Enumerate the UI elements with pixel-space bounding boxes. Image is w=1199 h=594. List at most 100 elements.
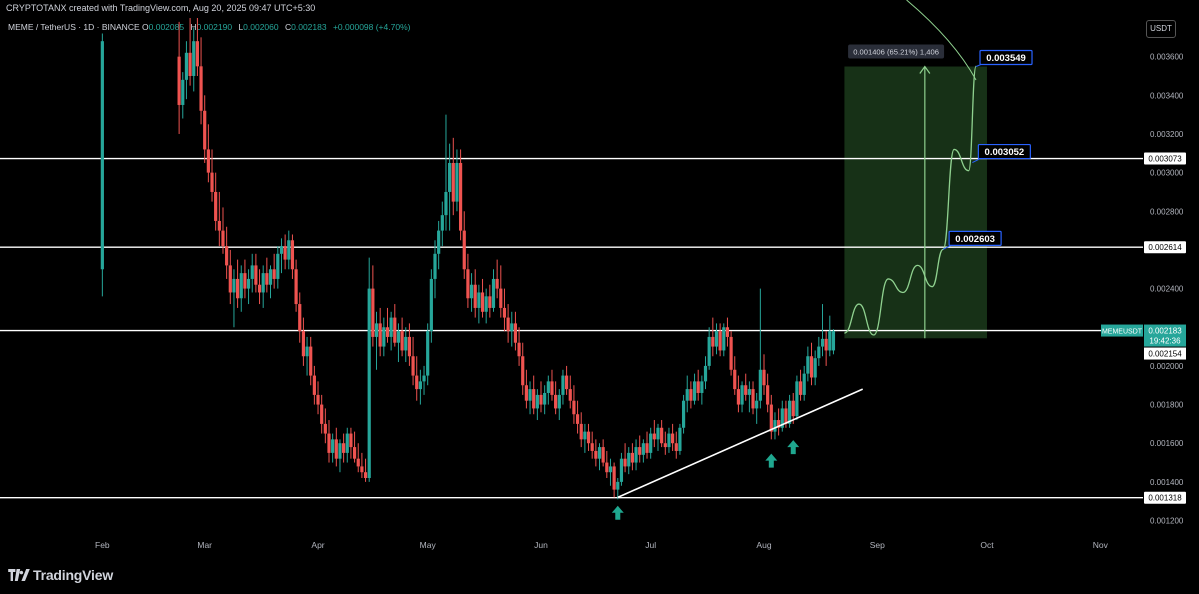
candle (371, 265, 375, 347)
candle (554, 381, 558, 415)
candle-body (290, 240, 295, 270)
ohlc-open-value: 0.002085 (148, 22, 185, 32)
candle (524, 369, 528, 409)
candle-body (619, 458, 624, 482)
candle (605, 450, 609, 479)
candle (502, 288, 507, 332)
candle-body (831, 331, 836, 351)
candle (674, 431, 678, 459)
candle (597, 443, 602, 471)
currency-button[interactable]: USDT (1146, 20, 1176, 38)
candle (184, 41, 189, 100)
candle-body (623, 458, 627, 467)
x-tick-label: Apr (311, 540, 324, 550)
candle (484, 288, 488, 324)
candle (813, 350, 817, 386)
candle-body (491, 278, 496, 308)
candle (539, 381, 543, 413)
candle-body (711, 336, 715, 347)
candle (612, 462, 616, 498)
candle-body (484, 296, 488, 312)
candle-body (458, 162, 463, 231)
candle (725, 317, 730, 347)
candle-body (718, 331, 722, 351)
candle (729, 331, 733, 376)
candle (744, 373, 748, 401)
candle (466, 253, 470, 308)
candle-body (418, 381, 422, 390)
candle-body (809, 356, 814, 378)
candle-body (766, 385, 770, 405)
candle (820, 304, 825, 357)
candle-body (798, 381, 803, 395)
candle (652, 420, 656, 448)
candle (638, 435, 642, 463)
candle (718, 323, 722, 357)
candle (327, 420, 331, 463)
candle-body (513, 323, 518, 343)
candle (265, 257, 269, 293)
candle (685, 375, 689, 413)
candle-body (597, 447, 602, 459)
candle (221, 207, 225, 254)
y-tick-label: 0.001400 (1150, 478, 1184, 487)
measure-label-box (848, 44, 945, 59)
candle (733, 356, 737, 395)
candle-body (689, 389, 693, 401)
candle (426, 323, 430, 386)
secondary-price-label: 0.002154 (1148, 350, 1182, 359)
candle (283, 234, 287, 270)
candle (583, 423, 587, 453)
candle (575, 400, 580, 434)
candle (550, 369, 554, 401)
target-label-box (979, 49, 1033, 66)
candle (755, 392, 759, 424)
candle (656, 423, 660, 451)
candle-body (784, 408, 788, 424)
candle (254, 253, 258, 293)
candle (740, 381, 744, 413)
candle (608, 458, 613, 486)
candle (594, 439, 598, 467)
candle (572, 385, 576, 424)
candle-body (206, 149, 210, 173)
candle-body (656, 427, 660, 440)
candle (250, 253, 254, 293)
candle (824, 331, 828, 366)
candle (681, 394, 686, 434)
tradingview-brand[interactable]: TradingView (8, 566, 113, 584)
candle (634, 439, 638, 471)
candle-body (477, 292, 481, 308)
candle-body (334, 439, 338, 459)
y-tick-label: 0.002000 (1150, 362, 1184, 371)
price-chart[interactable]: 0.002603 0.003052 0.003549 0.001406 (65.21%… (0, 0, 1199, 554)
candle (751, 381, 755, 415)
candle-body (473, 284, 477, 308)
candle-body (440, 215, 444, 231)
y-tick-label: 0.001200 (1150, 517, 1184, 526)
candle (477, 284, 481, 324)
candle (671, 423, 675, 451)
candle (831, 329, 836, 355)
candle-body (327, 433, 331, 453)
candle-body (298, 304, 302, 332)
top-bar: CRYPTOTANX created with TradingView.com,… (0, 0, 1199, 18)
candle (703, 356, 708, 390)
candle-body (586, 431, 591, 444)
candle (630, 443, 634, 471)
ohlc-high-key: H (190, 22, 197, 32)
candle (448, 143, 452, 231)
candle-body (568, 389, 572, 401)
candle-body (583, 431, 587, 440)
candle-body (605, 462, 609, 473)
candle-body (751, 389, 755, 409)
candle-body (813, 358, 817, 378)
candle-body (590, 443, 594, 451)
candle-body (338, 443, 342, 459)
candle (323, 408, 327, 444)
candle-body (506, 317, 510, 332)
candle (667, 427, 671, 453)
candle (440, 201, 444, 247)
candle (261, 265, 265, 308)
candle-body (294, 269, 298, 305)
